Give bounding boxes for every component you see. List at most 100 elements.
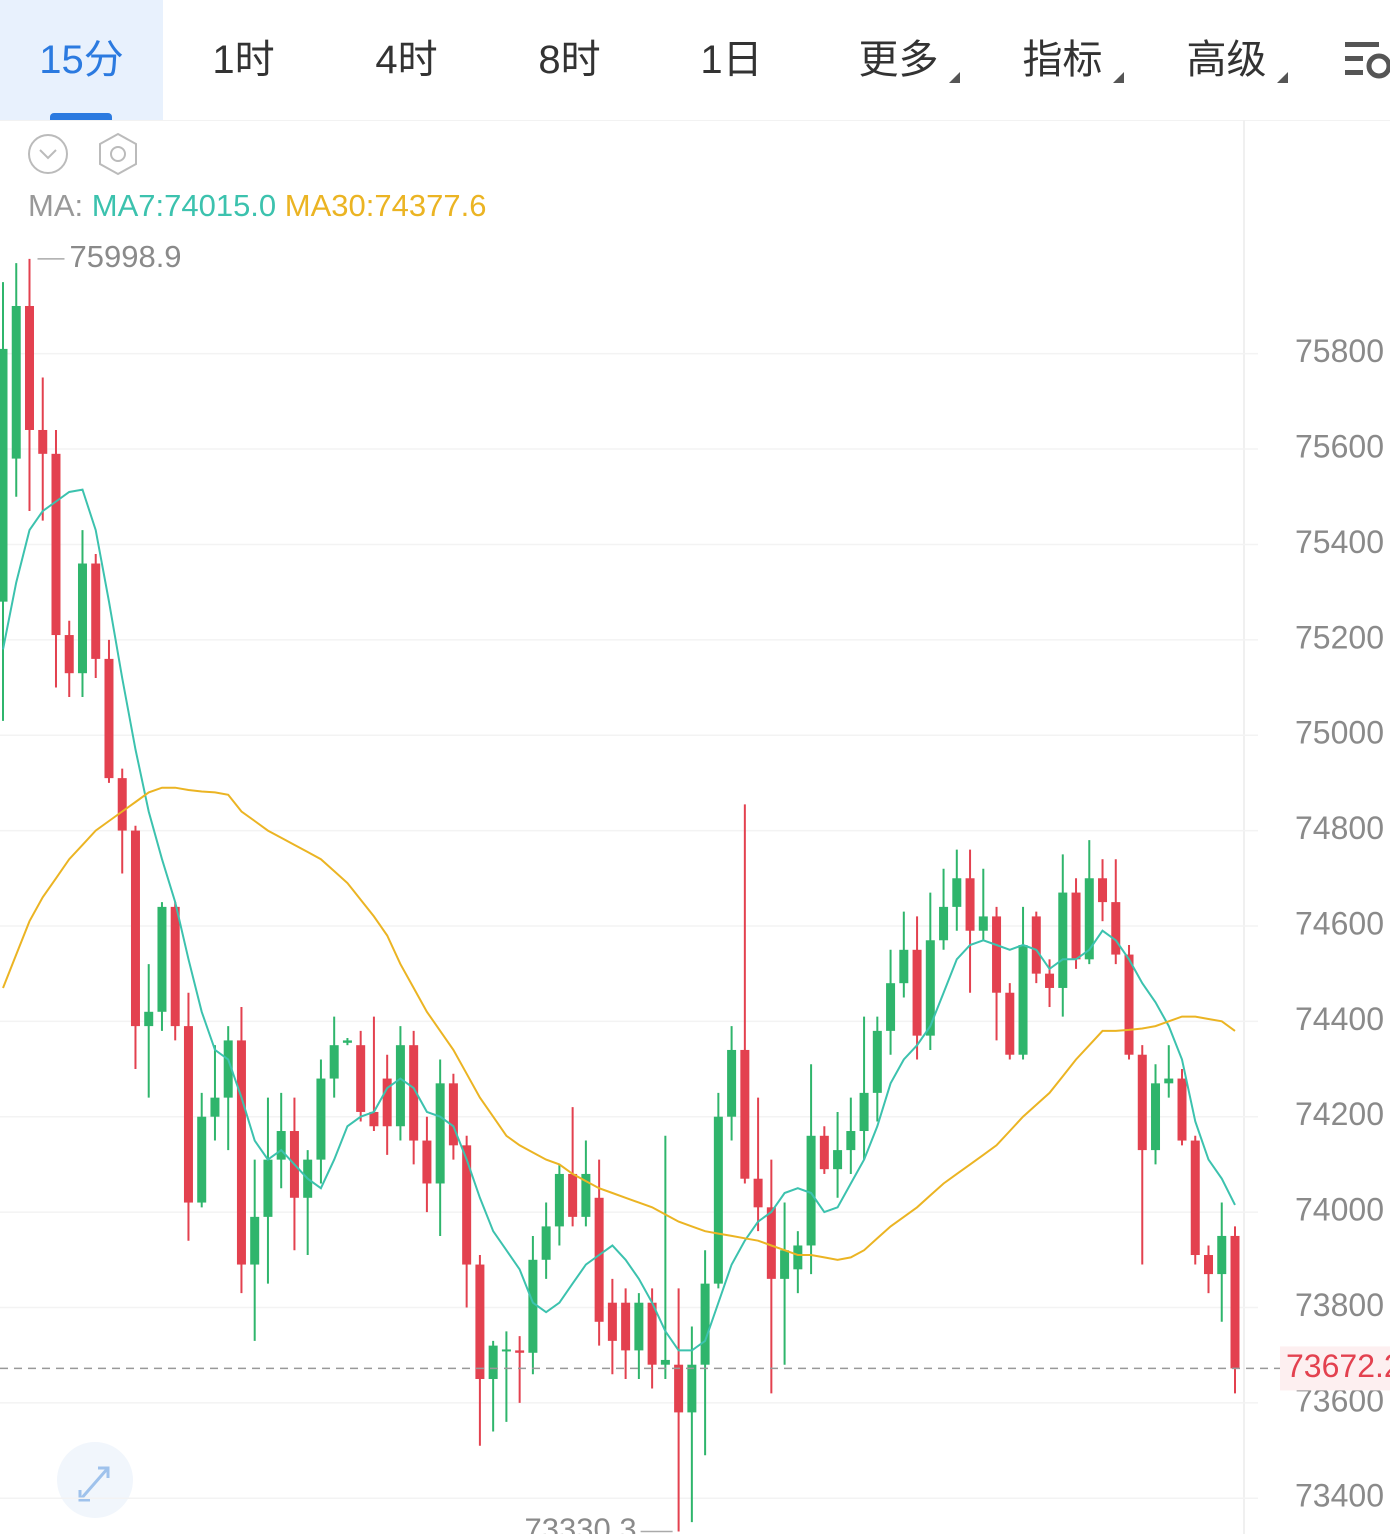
high-label: 75998.9 [69, 239, 181, 274]
candle-body [925, 940, 935, 1036]
candle-body [24, 305, 34, 430]
candle-body [713, 1116, 723, 1284]
candle-body [462, 1145, 472, 1265]
tab[interactable]: 1时 [212, 38, 275, 82]
candle-body [77, 563, 87, 674]
candle-body [223, 1040, 233, 1098]
candle-body [1204, 1255, 1214, 1275]
candle-body [528, 1259, 538, 1353]
dropdown-caret [1277, 72, 1288, 83]
candle-body [859, 1092, 869, 1132]
candle-body [1084, 878, 1094, 960]
tab[interactable]: 15分 [0, 0, 163, 120]
tab[interactable]: 1日 [700, 38, 763, 82]
candle-body [833, 1150, 843, 1170]
candle-body [607, 1302, 617, 1341]
candle-body [647, 1302, 657, 1365]
candle-body [992, 916, 1002, 993]
ma-legend: MA: MA7:74015.0 MA30:74377.6 [28, 186, 486, 226]
candle-body [316, 1078, 326, 1160]
y-tick-label: 74400 [1295, 1001, 1384, 1037]
candle-body [250, 1216, 260, 1265]
settings-hex[interactable] [99, 132, 137, 176]
candle-body [1177, 1078, 1187, 1141]
expand-button[interactable] [57, 1442, 133, 1518]
candle-body [1190, 1140, 1200, 1256]
settings-hex [110, 146, 126, 162]
legend-prefix: MA: [28, 188, 84, 223]
collapse-icon [39, 149, 57, 160]
candle-body [793, 1245, 803, 1270]
candle-body [435, 1083, 445, 1184]
y-tick-label: 75600 [1295, 429, 1384, 465]
candle-body [780, 1250, 790, 1279]
tab[interactable]: 8时 [538, 38, 601, 82]
candle-body [1124, 954, 1134, 1055]
candle-body [939, 906, 949, 941]
candle-body [11, 305, 21, 459]
tab[interactable]: 4时 [375, 38, 438, 82]
candle-body [104, 658, 114, 779]
legend-entry: MA7:74015.0 [91, 188, 277, 223]
y-tick-label: 75800 [1295, 333, 1384, 369]
dropdown-caret [1113, 72, 1124, 83]
y-tick-label: 75200 [1295, 619, 1384, 655]
y-tick-label: 73800 [1295, 1287, 1384, 1323]
candle-body [395, 1045, 405, 1127]
candle-body [766, 1207, 776, 1279]
last-price-label: 73672.2 [1286, 1348, 1390, 1384]
low-label: 73330.3 [525, 1512, 637, 1534]
candle-body [515, 1350, 525, 1353]
candle-body [886, 983, 896, 1031]
expand-icon [78, 1466, 110, 1502]
settings-icon[interactable] [1343, 36, 1390, 86]
candle-body [978, 916, 988, 931]
candle-body [687, 1364, 697, 1413]
candle-body [965, 878, 975, 931]
candle-body [581, 1173, 591, 1217]
candle-body [1151, 1083, 1161, 1151]
candle-body [1164, 1078, 1174, 1084]
candle-body [91, 563, 101, 659]
candle-body [475, 1264, 485, 1380]
y-tick-label: 74800 [1295, 810, 1384, 846]
candle-body [1098, 878, 1108, 903]
dropdown-caret [949, 72, 960, 83]
candle-body [952, 878, 962, 907]
candle-body [210, 1097, 220, 1117]
candle-body [740, 1049, 750, 1179]
candle-body [660, 1359, 670, 1365]
candle-body [144, 1011, 154, 1027]
candle-body [846, 1131, 856, 1151]
candle-body [422, 1140, 432, 1184]
candle-body [1058, 892, 1068, 988]
candle-body [912, 949, 922, 1036]
y-tick-label: 74000 [1295, 1192, 1384, 1228]
candle-body [236, 1040, 246, 1265]
candle-body [130, 830, 140, 1027]
candle-body [727, 1049, 737, 1117]
candle-body [448, 1083, 458, 1146]
candle-body [356, 1045, 366, 1112]
y-tick-label: 74600 [1295, 905, 1384, 941]
y-tick-label: 73400 [1295, 1478, 1384, 1514]
tab[interactable]: 指标 [1022, 38, 1103, 82]
candle-body [329, 1045, 339, 1079]
candle-body [674, 1364, 684, 1413]
candle-body [634, 1302, 644, 1351]
candle-body [899, 949, 909, 984]
candle-body [1071, 892, 1081, 960]
candle-body [1217, 1235, 1227, 1275]
collapse-icon[interactable] [28, 134, 68, 174]
tab[interactable]: 更多 [858, 38, 939, 82]
tab[interactable]: 高级 [1186, 38, 1267, 82]
candle-body [64, 635, 74, 674]
candle-body [1005, 992, 1015, 1055]
candle-body [0, 348, 8, 602]
candle-body [369, 1111, 379, 1127]
candle-body [1018, 945, 1028, 1055]
candle-body [157, 906, 167, 1012]
candle-body [1031, 916, 1041, 974]
